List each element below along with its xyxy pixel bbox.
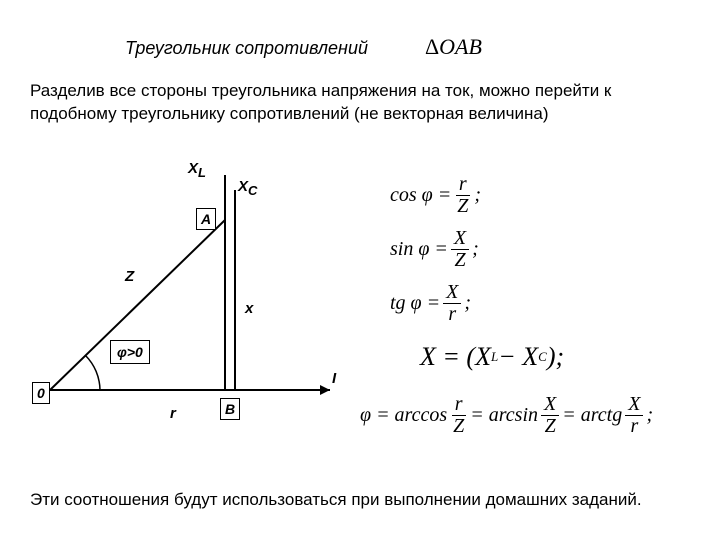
XC-label: XC (238, 178, 257, 198)
formula-cos: cos φ = r Z ; (390, 175, 690, 215)
XL-label: XL (188, 160, 206, 180)
diagram-svg (30, 160, 350, 460)
intro-paragraph: Разделив все стороны треугольника напряж… (30, 80, 690, 126)
formula-tg: tg φ = X r ; (390, 283, 690, 323)
r-label: r (170, 405, 176, 422)
vertex-A-label: A (196, 208, 216, 230)
x-label: x (245, 300, 253, 317)
impedance-triangle-diagram: 0 A B XL XC Z x r I φ>0 (30, 160, 350, 460)
page-title: Треугольник сопротивлений (125, 38, 368, 59)
formula-sin: sin φ = X Z ; (390, 229, 690, 269)
formula-phi: φ = arccos r Z = arcsin X Z = arctg X r … (360, 395, 690, 435)
formula-block: cos φ = r Z ; sin φ = X Z ; tg φ = X r ;… (360, 175, 690, 449)
phi-label: φ>0 (110, 340, 150, 364)
formula-X: X = (XL − XC); (420, 337, 690, 377)
I-label: I (332, 370, 336, 387)
vertex-O-label: 0 (32, 382, 50, 404)
triangle-symbol: ΔOAB (425, 34, 482, 60)
vertex-B-label: B (220, 398, 240, 420)
closing-paragraph: Эти соотношения будут использоваться при… (30, 490, 642, 510)
Z-label: Z (125, 268, 134, 285)
